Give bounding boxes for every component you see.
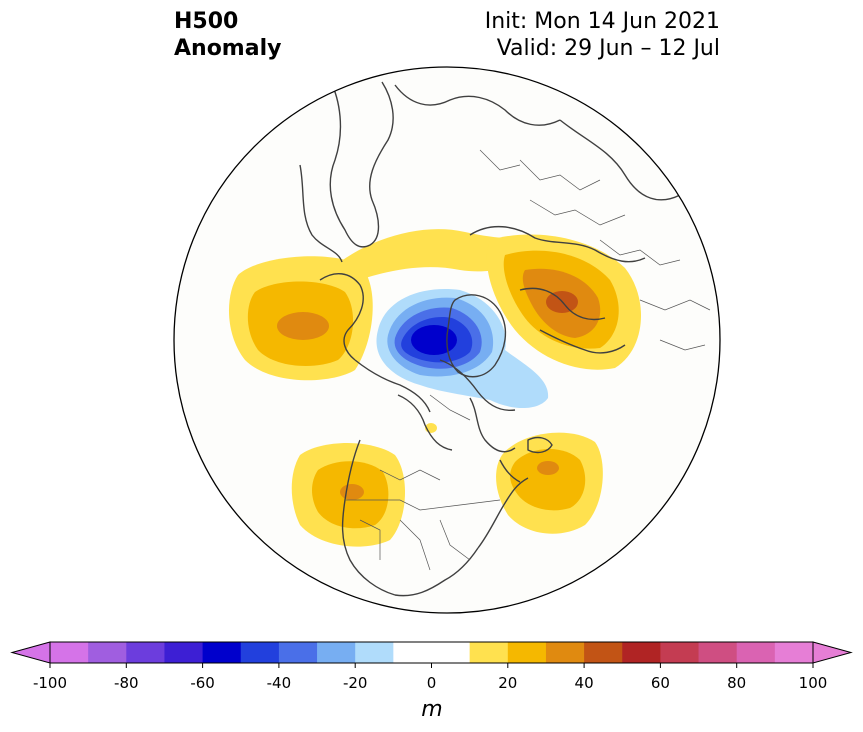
colorbar-segment bbox=[50, 642, 89, 663]
globe-outline bbox=[173, 66, 721, 614]
colorbar-tick-label: -60 bbox=[190, 674, 215, 692]
title-block-right: Init: Mon 14 Jun 2021 Valid: 29 Jun – 12… bbox=[485, 8, 720, 62]
init-date: Init: Mon 14 Jun 2021 bbox=[484, 9, 720, 34]
colorbar-segment bbox=[507, 642, 547, 663]
anomaly-arctic-negative bbox=[376, 289, 549, 409]
title-anomaly: Anomaly bbox=[174, 36, 282, 61]
political-borders bbox=[345, 149, 711, 571]
title-block-left: H500 Anomaly bbox=[174, 8, 281, 62]
colorbar-segment bbox=[126, 642, 165, 663]
anomaly-northwest-atlantic bbox=[496, 432, 603, 534]
colorbar-segment bbox=[774, 642, 814, 663]
colorbar-tick-label: 60 bbox=[651, 674, 670, 692]
colorbar-tick-label: 100 bbox=[799, 674, 828, 692]
colorbar-segment bbox=[240, 642, 280, 663]
colorbar-segment bbox=[469, 642, 509, 663]
colorbar-tick-label: 20 bbox=[498, 674, 517, 692]
colorbar-segment bbox=[88, 642, 127, 663]
colorbar-tick-label: 0 bbox=[427, 674, 437, 692]
colorbar-frame bbox=[49, 641, 814, 664]
colorbar-ticks: -100 -80 -60 -40 -20 0 20 40 60 80 100 bbox=[33, 663, 827, 692]
anomaly-north-pacific bbox=[228, 256, 373, 381]
colorbar-segment bbox=[431, 642, 471, 663]
colorbar-segment bbox=[317, 642, 356, 663]
colorbar-tick-label: -40 bbox=[267, 674, 292, 692]
colorbar-segment bbox=[278, 642, 318, 663]
colorbar-tick-label: -100 bbox=[33, 674, 67, 692]
colorbar-unit: m bbox=[421, 697, 442, 722]
colorbar-tick-label: 40 bbox=[575, 674, 594, 692]
colorbar-segment bbox=[736, 642, 776, 663]
title-variable: H500 bbox=[174, 9, 239, 34]
anomaly-western-north-america bbox=[291, 442, 406, 547]
coastlines bbox=[299, 79, 681, 597]
colorbar-extend-max bbox=[812, 641, 853, 664]
colorbar-segment bbox=[355, 642, 394, 663]
colorbar-segment bbox=[698, 642, 738, 663]
valid-range: Valid: 29 Jun – 12 Jul bbox=[496, 36, 720, 61]
colorbar-segment bbox=[660, 642, 700, 663]
colorbar-segment bbox=[202, 642, 242, 663]
colorbar-extend-min bbox=[10, 641, 51, 664]
colorbar-segment bbox=[393, 642, 432, 663]
polar-map bbox=[173, 66, 721, 614]
colorbar-segment bbox=[584, 642, 623, 663]
colorbar-segment bbox=[545, 642, 585, 663]
colorbar-segment bbox=[622, 642, 661, 663]
colorbar-tick-label: -80 bbox=[114, 674, 139, 692]
colorbar-segment bbox=[164, 642, 204, 663]
colorbar-segments bbox=[50, 642, 814, 663]
colorbar-tick-label: -20 bbox=[343, 674, 368, 692]
colorbar-tick-label: 80 bbox=[727, 674, 746, 692]
